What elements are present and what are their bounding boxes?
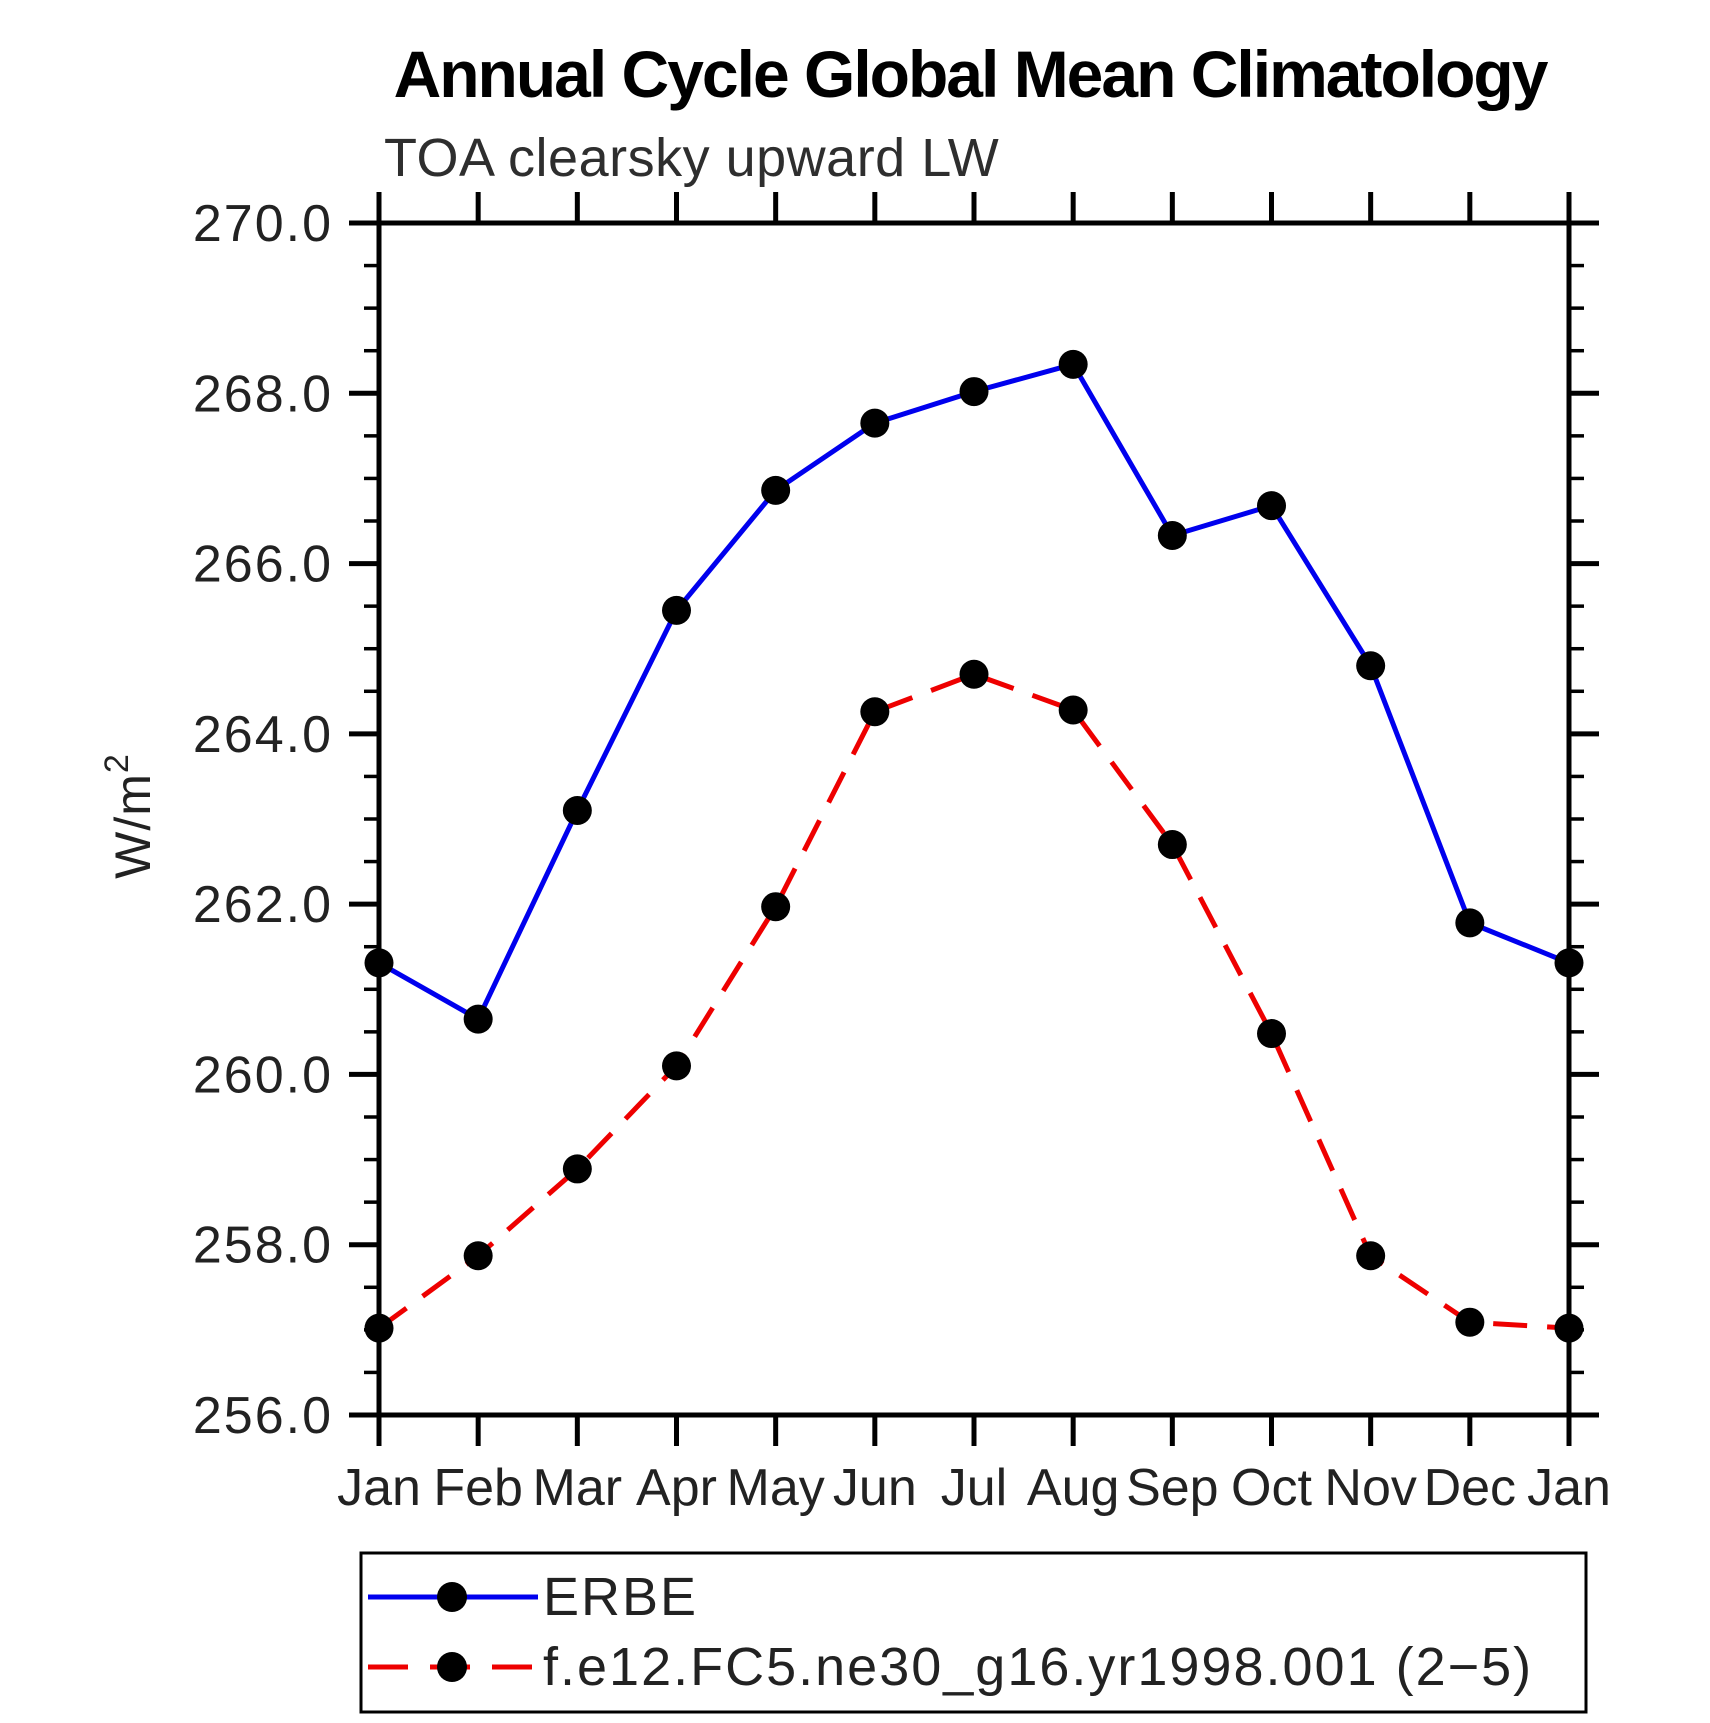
y-tick-label: 256.0 (193, 1387, 333, 1445)
legend-marker-model (437, 1652, 467, 1682)
x-tick-label: Jan (337, 1459, 421, 1517)
data-point-marker (1157, 830, 1187, 860)
x-tick-label: Oct (1231, 1459, 1312, 1517)
data-point-marker (959, 377, 989, 407)
x-tick-label: Mar (533, 1459, 623, 1517)
x-tick-label: Apr (636, 1459, 717, 1517)
legend-marker-erbe (437, 1582, 467, 1612)
page-title: Annual Cycle Global Mean Climatology (394, 37, 1549, 111)
data-point-marker (463, 1241, 493, 1271)
chart-subtitle: TOA clearsky upward LW (384, 128, 999, 188)
y-tick-label: 262.0 (193, 876, 333, 934)
y-tick-label: 270.0 (193, 195, 333, 253)
data-point-marker (562, 795, 592, 825)
data-point-marker (1157, 520, 1187, 550)
data-point-marker (761, 475, 791, 505)
data-point-marker (1455, 1307, 1485, 1337)
y-axis-label: W/m2 (98, 753, 161, 879)
data-point-marker (364, 1313, 394, 1343)
data-point-marker (959, 659, 989, 689)
y-axis-label-base: W/m (105, 773, 161, 879)
legend-label-erbe: ERBE (543, 1567, 698, 1627)
y-tick-label: 264.0 (193, 706, 333, 764)
y-tick-label: 266.0 (193, 536, 333, 594)
data-point-marker (1257, 491, 1286, 521)
legend: ERBE f.e12.FC5.ne30_g16.yr1998.001 (2−5) (359, 1551, 1588, 1714)
data-point-marker (1257, 1019, 1286, 1049)
series-line-1 (377, 671, 1570, 1331)
data-point-marker (662, 1051, 691, 1081)
data-point-marker (1356, 651, 1386, 681)
data-point-marker (860, 408, 890, 438)
x-tick-label: Feb (433, 1459, 523, 1517)
data-point-marker (860, 697, 890, 727)
legend-box (359, 1551, 1588, 1714)
data-point-marker (1058, 695, 1088, 725)
legend-label-model: f.e12.FC5.ne30_g16.yr1998.001 (2−5) (543, 1637, 1533, 1697)
x-tick-label: Aug (1027, 1459, 1120, 1517)
x-tick-label: Jun (833, 1459, 917, 1517)
data-point-marker (463, 1004, 493, 1034)
data-point-marker (1455, 908, 1485, 938)
x-tick-label: Dec (1424, 1459, 1516, 1517)
y-tick-label: 258.0 (193, 1217, 333, 1275)
data-point-marker (364, 948, 394, 978)
data-point-marker (761, 892, 791, 922)
data-point-marker (562, 1154, 592, 1184)
x-tick-label: Jul (941, 1459, 1007, 1517)
x-tick-label: Nov (1324, 1459, 1416, 1517)
data-point-marker (1058, 349, 1088, 379)
series-line-0 (377, 361, 1570, 1022)
data-point-marker (1356, 1241, 1386, 1271)
x-tick-label: Sep (1126, 1459, 1219, 1517)
data-point-marker (662, 595, 691, 625)
y-tick-label: 260.0 (193, 1046, 333, 1104)
x-tick-label: Jan (1527, 1459, 1611, 1517)
data-point-marker (1554, 948, 1584, 978)
x-tick-label: May (727, 1459, 825, 1517)
plot-area: 256.0 258.0 260.0 262.0 264.0 266.0 268.0 270.0… (193, 192, 1611, 1517)
data-point-marker (1554, 1313, 1584, 1343)
y-axis-label-sup: 2 (98, 753, 136, 773)
y-tick-label: 268.0 (193, 365, 333, 423)
